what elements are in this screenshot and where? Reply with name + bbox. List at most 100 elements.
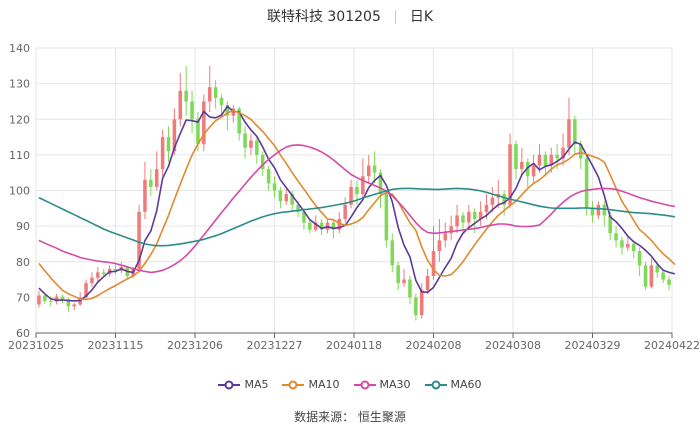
candle-body [378, 172, 383, 195]
candle-body [190, 101, 194, 120]
candle-body [290, 194, 294, 205]
candle-body [349, 186, 353, 205]
candle-body [372, 165, 377, 173]
legend-item-ma5[interactable]: MA5 [218, 378, 268, 391]
legend-swatch [218, 380, 241, 389]
candle-body [101, 272, 106, 275]
candle-body [113, 268, 118, 271]
chart-legend: MA5 MA10 MA30 MA60 [0, 378, 700, 391]
y-tick-label: 110 [9, 149, 30, 162]
candle-body [313, 222, 318, 230]
candle-body [90, 277, 94, 284]
candle-body [443, 233, 448, 241]
candle-body [590, 208, 595, 216]
x-tick-label: 20240308 [485, 339, 541, 352]
candle-body [366, 165, 371, 177]
candle-body [537, 154, 542, 166]
x-tick-label: 20240208 [406, 339, 462, 352]
candle-body [302, 211, 306, 223]
candle-body [461, 215, 465, 223]
candle-body [337, 219, 342, 230]
candle-body [396, 265, 400, 284]
candle-body [543, 154, 548, 166]
candle-body [278, 190, 283, 202]
candle-body [549, 154, 554, 166]
ma10-line [38, 109, 676, 301]
candle-body [249, 140, 253, 148]
candle-body [54, 296, 59, 302]
candle-body [478, 211, 483, 219]
ma60-line [38, 187, 676, 247]
candle-body [649, 265, 654, 287]
candle-body [237, 108, 241, 134]
candle-body [48, 300, 53, 302]
legend-swatch [282, 380, 305, 389]
candle-body [196, 119, 200, 145]
legend-item-ma60[interactable]: MA60 [424, 378, 482, 391]
legend-label: MA10 [308, 378, 340, 391]
candle-body [225, 105, 230, 116]
candle-body [213, 87, 218, 98]
x-tick-label: 20231206 [167, 339, 223, 352]
legend-swatch [424, 380, 447, 389]
candle-body [66, 299, 71, 307]
candle-body [667, 279, 671, 285]
candle-body [431, 251, 436, 276]
candle-body [260, 154, 265, 170]
candle-body [578, 144, 583, 159]
candle-body [207, 87, 212, 102]
legend-label: MA5 [244, 378, 269, 391]
period-label: 日K [409, 9, 434, 25]
legend-swatch [353, 380, 376, 389]
data-source: 数据来源： 恒生聚源 [294, 410, 406, 424]
legend-label: MA60 [450, 378, 482, 391]
candle-body [408, 279, 412, 298]
candle-body [361, 176, 365, 195]
x-tick-label: 20231025 [8, 339, 64, 352]
candle-body [520, 162, 524, 170]
candle-body [72, 304, 77, 307]
candle-body [502, 194, 506, 205]
legend-label: MA30 [379, 378, 411, 391]
candle-body [531, 165, 536, 177]
candle-body [149, 179, 153, 187]
candle-body [661, 272, 665, 280]
y-tick-label: 80 [16, 256, 30, 269]
candle-body [467, 211, 471, 223]
x-tick-label: 20240118 [326, 339, 382, 352]
y-tick-label: 140 [9, 42, 30, 55]
candle-body [631, 243, 636, 252]
candle-body [160, 137, 165, 170]
candle-body [567, 119, 571, 148]
ma5-line [38, 105, 676, 302]
candle-body [308, 222, 312, 230]
candle-body [437, 240, 442, 252]
candle-body [608, 215, 612, 234]
x-tick-label: 20240329 [565, 339, 621, 352]
candle-body [419, 290, 424, 316]
candle-body [84, 283, 88, 298]
candle-body [384, 194, 389, 241]
candle-body [143, 179, 147, 212]
candle-body [331, 222, 336, 230]
candle-body [620, 240, 624, 248]
candle-body [525, 162, 530, 177]
candle-body [573, 119, 577, 145]
x-tick-label: 20240422 [644, 339, 700, 352]
legend-item-ma30[interactable]: MA30 [353, 378, 411, 391]
candle-body [414, 297, 418, 316]
candle-body [643, 265, 648, 287]
candle-body [202, 101, 206, 145]
candle-body [355, 186, 359, 195]
candle-body [172, 119, 177, 152]
candle-body [514, 144, 518, 170]
candle-body [602, 204, 607, 216]
chart-title: 联特科技 301205 [266, 9, 381, 25]
candle-body [637, 251, 642, 266]
legend-item-ma10[interactable]: MA10 [282, 378, 340, 391]
candle-body [626, 243, 630, 248]
ma30-line [38, 144, 676, 274]
y-tick-label: 120 [9, 113, 30, 126]
candle-body [584, 158, 589, 209]
